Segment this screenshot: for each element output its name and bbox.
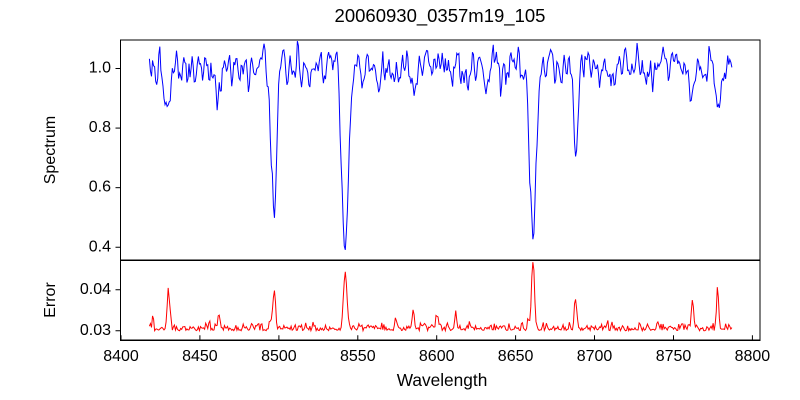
svg-text:8550: 8550 (340, 348, 376, 365)
svg-text:8800: 8800 (735, 348, 771, 365)
svg-text:1.0: 1.0 (89, 60, 111, 77)
svg-text:0.4: 0.4 (89, 238, 111, 255)
svg-text:8500: 8500 (261, 348, 297, 365)
svg-text:8450: 8450 (182, 348, 218, 365)
svg-text:0.8: 0.8 (89, 119, 111, 136)
svg-text:Wavelength: Wavelength (397, 370, 488, 390)
svg-text:0.6: 0.6 (89, 179, 111, 196)
svg-text:20060930_0357m19_105: 20060930_0357m19_105 (335, 5, 546, 27)
svg-text:Spectrum: Spectrum (42, 116, 59, 184)
svg-text:8400: 8400 (103, 348, 139, 365)
svg-text:8650: 8650 (498, 348, 534, 365)
svg-text:0.04: 0.04 (80, 281, 111, 298)
svg-text:8700: 8700 (577, 348, 613, 365)
svg-text:8600: 8600 (419, 348, 455, 365)
svg-text:Error: Error (42, 282, 59, 318)
svg-text:8750: 8750 (656, 348, 692, 365)
svg-text:0.03: 0.03 (80, 322, 111, 339)
